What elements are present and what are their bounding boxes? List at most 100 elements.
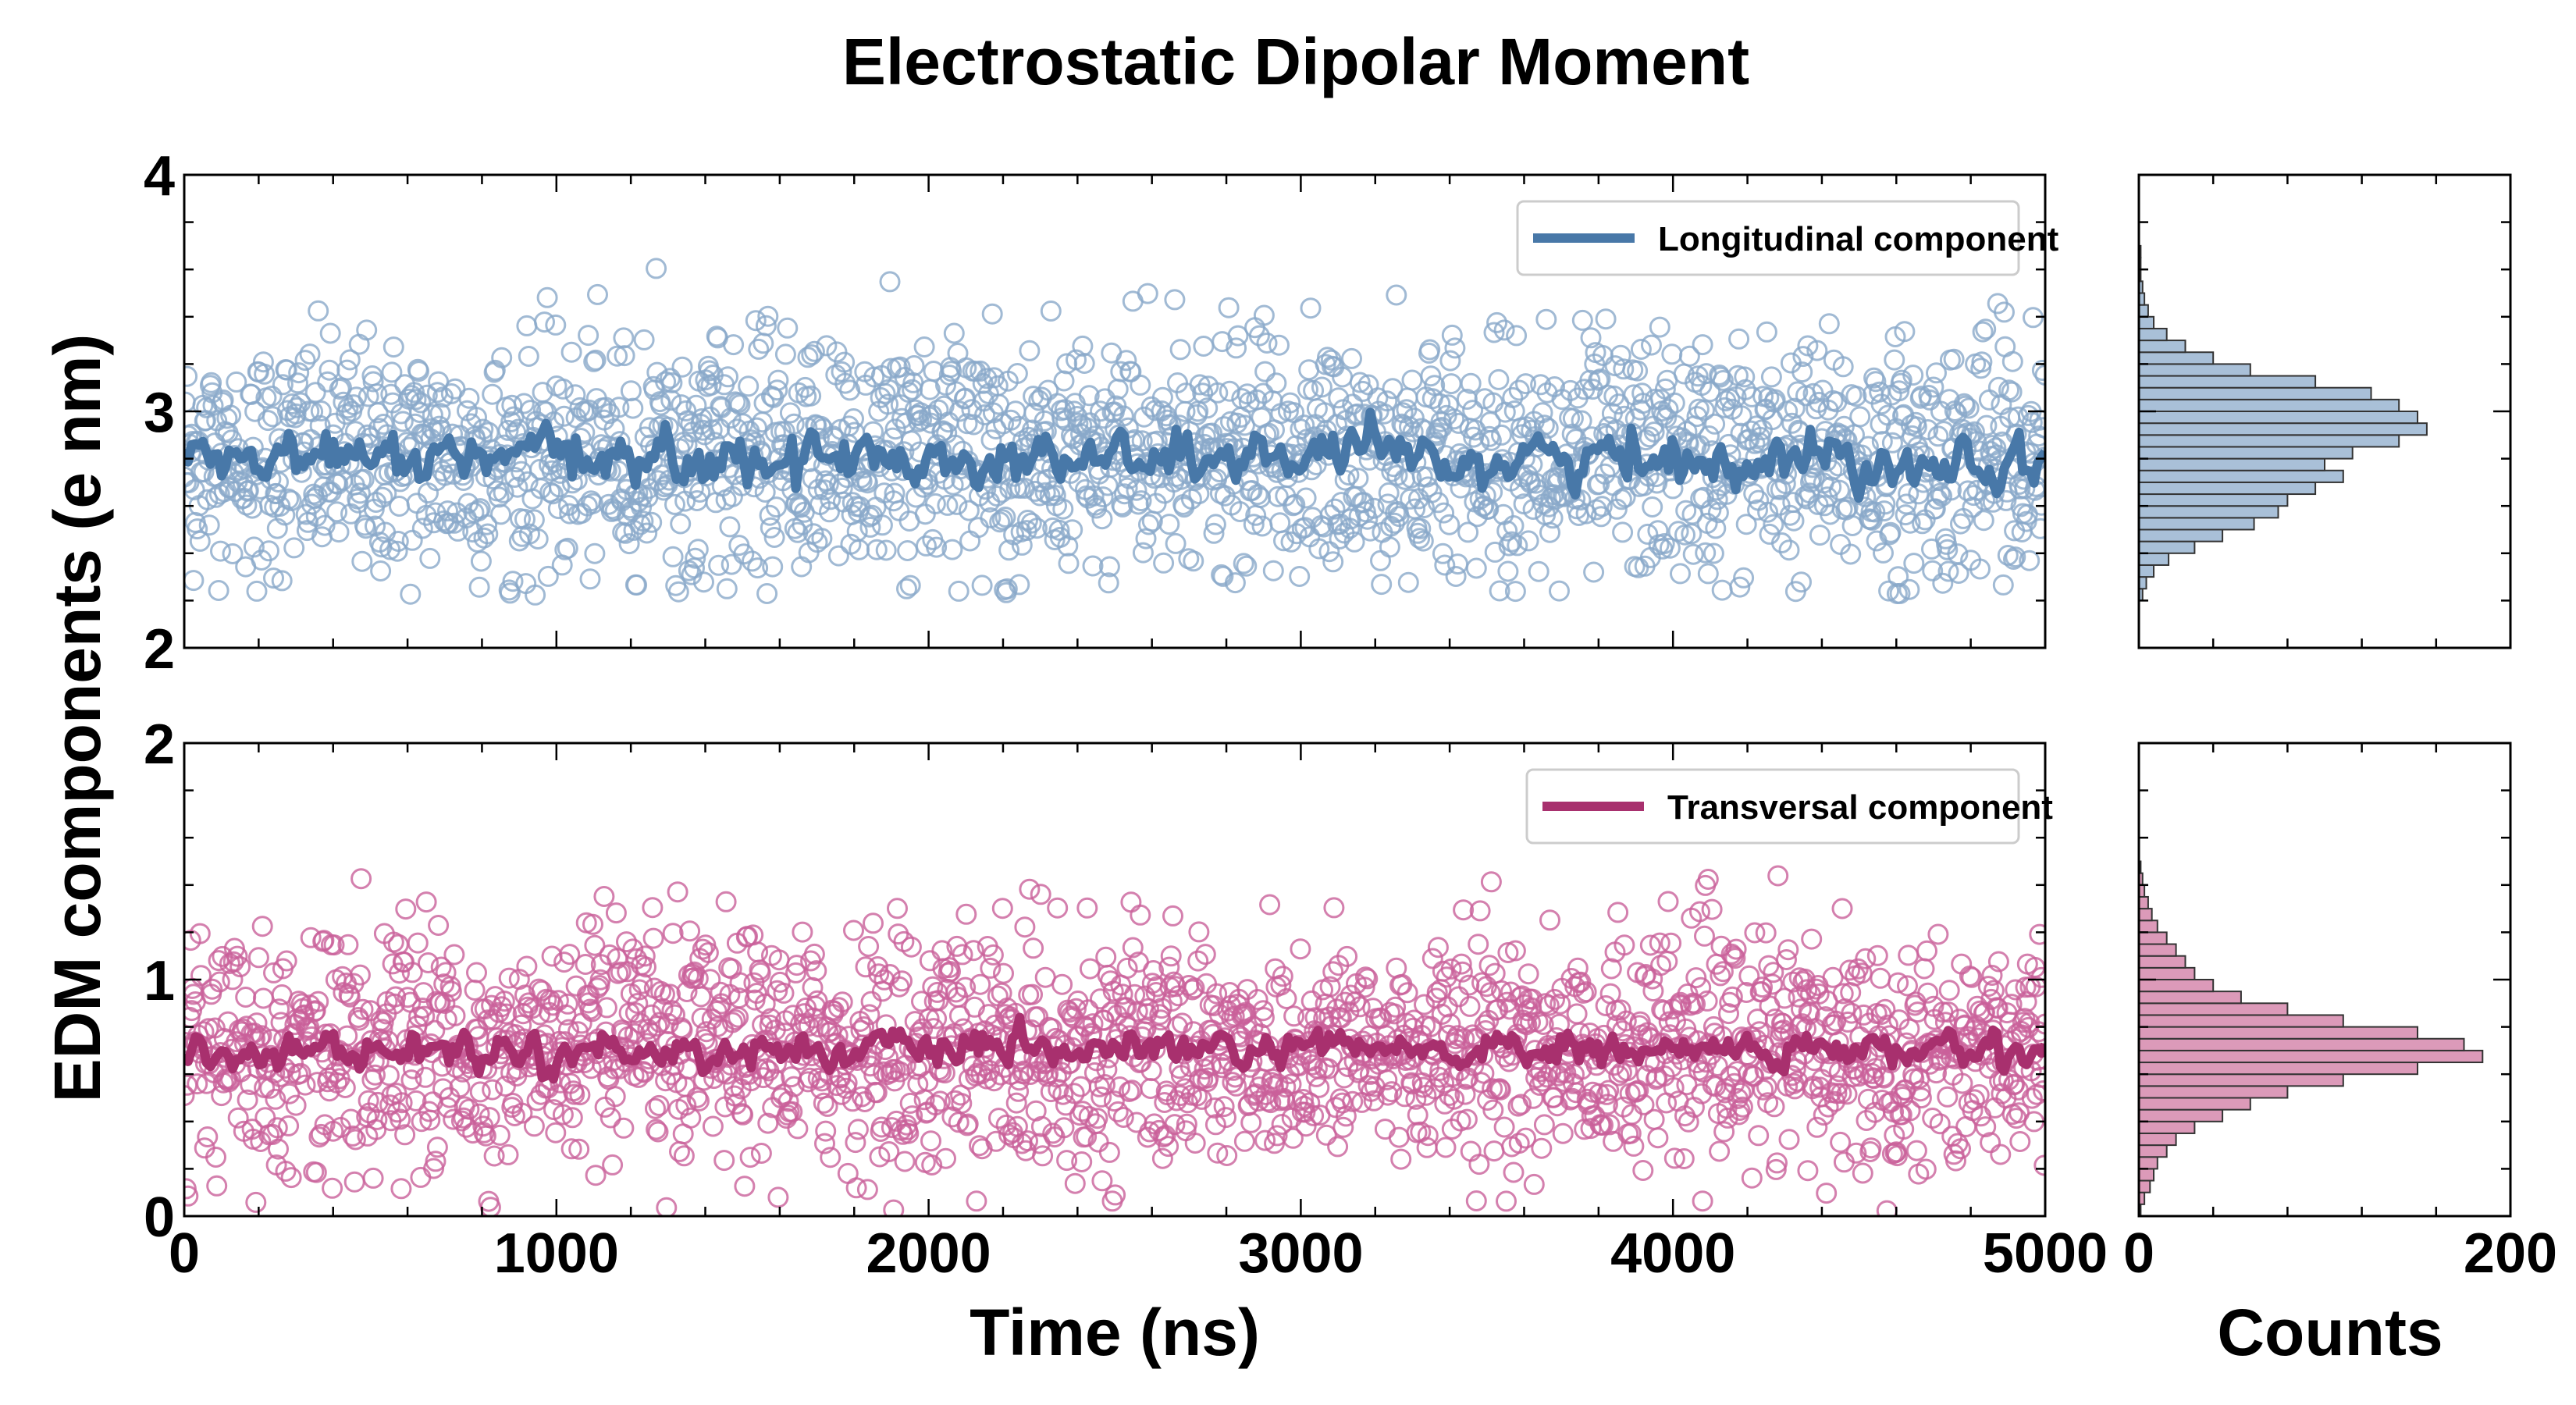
longitudinal-scatter-point: [699, 360, 720, 382]
longitudinal-scatter-point: [1903, 553, 1925, 574]
longitudinal-scatter-point: [1695, 542, 1717, 564]
transversal-scatter-point: [1456, 1108, 1478, 1130]
longitudinal-scatter-point: [1809, 525, 1831, 546]
longitudinal-scatter-point: [1412, 530, 1434, 552]
transversal-scatter-point: [894, 1151, 916, 1172]
longitudinal-scatter-point: [1427, 492, 1449, 514]
longitudinal-scatter-point: [1820, 503, 1841, 525]
transversal-scatter-point: [1077, 999, 1099, 1021]
transversal-scatter-point: [1377, 1084, 1399, 1106]
longitudinal-scatter-point: [926, 536, 948, 558]
longitudinal-scatter-point: [1503, 515, 1525, 536]
longitudinal-scatter-point: [1329, 513, 1351, 535]
transversal-scatter-point: [1929, 1113, 1951, 1135]
longitudinal-scatter-point: [817, 473, 839, 495]
transversal-scatter-point: [843, 919, 864, 941]
transversal-scatter-point: [1439, 1013, 1461, 1035]
x-tick-label: 1000: [494, 1222, 619, 1285]
transversal-histogram-bar: [2138, 908, 2153, 922]
transversal-scatter-point: [469, 1081, 491, 1103]
transversal-scatter-point: [2001, 994, 2023, 1016]
transversal-scatter-point: [1765, 1158, 1787, 1180]
transversal-scatter-point: [1450, 953, 1472, 975]
transversal-scatter-point: [1332, 1116, 1354, 1138]
longitudinal-scatter-point: [542, 483, 564, 505]
transversal-scatter-point: [1678, 1111, 1699, 1133]
transversal-scatter-point: [675, 1094, 697, 1116]
longitudinal-scatter-point: [1058, 553, 1080, 574]
transversal-scatter-point: [806, 990, 828, 1012]
transversal-scatter-point: [1615, 1010, 1637, 1032]
transversal-scatter-point: [856, 1179, 878, 1200]
transversal-scatter-point: [1756, 1076, 1777, 1098]
longitudinal-scatter-point: [400, 583, 422, 605]
longitudinal-histogram-bar: [2138, 434, 2400, 448]
longitudinal-scatter-point: [767, 379, 788, 401]
transversal-scatter-point: [806, 960, 827, 982]
longitudinal-scatter-point: [1397, 571, 1419, 593]
transversal-scatter-point: [1122, 937, 1144, 959]
transversal-scatter-point: [308, 1126, 330, 1148]
transversal-scatter-point: [498, 967, 520, 989]
longitudinal-scatter-point: [875, 539, 897, 561]
longitudinal-scatter-point: [1192, 382, 1214, 404]
transversal-scatter-point: [734, 1176, 756, 1197]
transversal-scatter-point: [1096, 1058, 1118, 1080]
transversal-scatter-point: [1752, 976, 1773, 998]
longitudinal-scatter-point: [620, 380, 642, 402]
transversal-scatter-point: [729, 972, 751, 994]
longitudinal-scatter-point: [1595, 308, 1617, 330]
transversal-scatter-point: [2030, 1066, 2045, 1088]
longitudinal-scatter-point: [557, 537, 578, 559]
longitudinal-scatter-point: [774, 343, 796, 365]
transversal-scatter-point: [1670, 994, 1692, 1016]
transversal-scatter-point: [603, 1058, 625, 1080]
transversal-scatter-point: [1176, 1113, 1197, 1135]
transversal-scatter-point: [860, 991, 882, 1012]
transversal-scatter-point: [1839, 959, 1861, 981]
longitudinal-time-series-panel: 2 3 4 Longitudinal component: [144, 145, 2059, 681]
longitudinal-scatter-point: [280, 490, 302, 511]
transversal-scatter-point: [552, 1104, 574, 1126]
transversal-scatter-point: [1503, 1161, 1525, 1183]
longitudinal-scatter-point: [1284, 493, 1306, 515]
longitudinal-scatter-point: [222, 543, 244, 564]
transversal-scatter-point: [263, 962, 284, 984]
longitudinal-scatter-point: [1641, 334, 1662, 356]
transversal-scatter-point: [1330, 1007, 1352, 1029]
transversal-scatter-point: [279, 1062, 301, 1084]
transversal-scatter-point: [1454, 1083, 1476, 1105]
transversal-scatter-point: [390, 1178, 412, 1200]
longitudinal-scatter-point: [1533, 414, 1555, 436]
longitudinal-scatter-point: [1507, 535, 1528, 557]
longitudinal-scatter-point: [1878, 580, 1900, 602]
hist-x-tick-label: 200: [2464, 1222, 2557, 1285]
longitudinal-scatter-point: [1818, 313, 1840, 335]
transversal-scatter-point: [2021, 1087, 2043, 1109]
transversal-scatter-point: [1961, 966, 1983, 988]
longitudinal-scatter-point: [877, 393, 899, 415]
longitudinal-scatter-point: [896, 578, 917, 599]
longitudinal-scatter-point: [719, 516, 741, 538]
longitudinal-scatter-point: [1112, 496, 1133, 518]
transversal-scatter-point: [483, 1145, 505, 1167]
transversal-scatter-point: [400, 1069, 422, 1091]
transversal-scatter-point: [384, 993, 405, 1015]
longitudinal-scatter-point: [579, 568, 601, 590]
longitudinal-scatter-point: [1643, 422, 1665, 443]
longitudinal-scatter-point: [288, 362, 310, 384]
transversal-scatter-point: [1030, 1115, 1052, 1137]
transversal-scatter-point: [343, 1171, 365, 1193]
longitudinal-histogram-bar: [2138, 363, 2251, 377]
longitudinal-scatter-point: [582, 493, 603, 514]
longitudinal-scatter-point: [1501, 531, 1523, 553]
transversal-scatter-point: [922, 976, 944, 998]
longitudinal-scatter-point: [346, 386, 368, 408]
transversal-scatter-point: [1916, 940, 1937, 962]
longitudinal-scatter-point: [913, 336, 935, 357]
transversal-scatter-point: [1913, 958, 1935, 980]
transversal-scatter-point: [558, 1019, 579, 1040]
transversal-scatter-point: [339, 986, 361, 1008]
longitudinal-scatter-point: [1370, 550, 1391, 571]
transversal-scatter-point: [1407, 1104, 1429, 1126]
